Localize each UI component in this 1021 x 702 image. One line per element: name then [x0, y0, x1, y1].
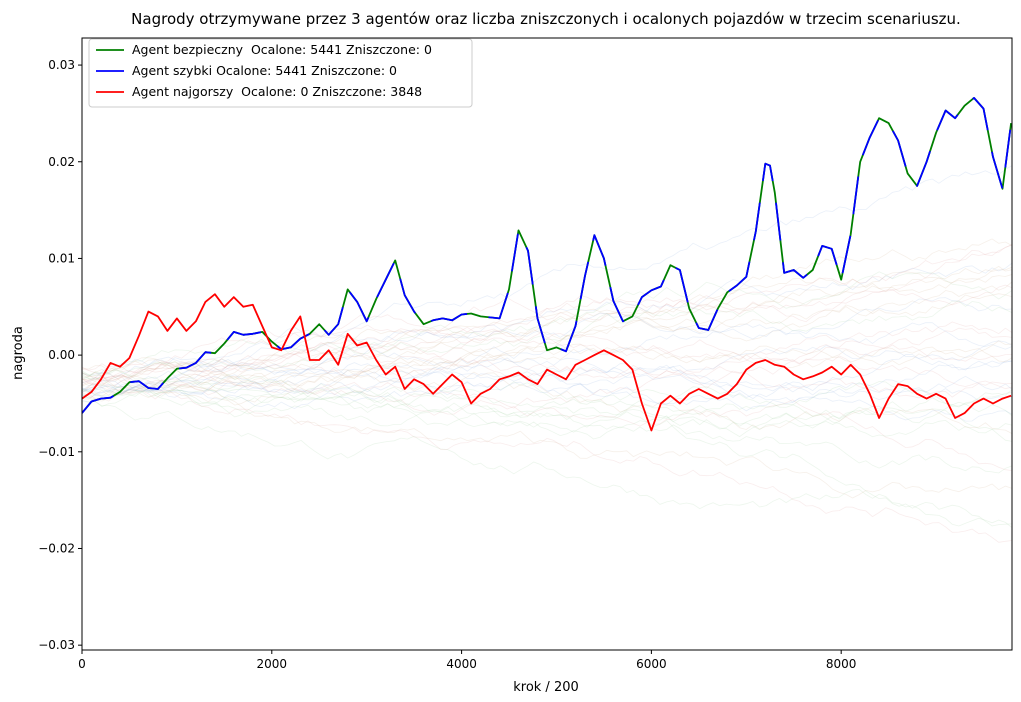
x-tick-label: 6000: [636, 657, 667, 671]
background-trace: [82, 354, 1012, 395]
series-line-3: [82, 293, 1012, 432]
background-trace: [82, 357, 1012, 394]
y-tick-label: 0.00: [48, 348, 75, 362]
background-trace: [82, 284, 1012, 371]
background-trace: [82, 379, 1012, 438]
x-tick-label: 0: [78, 657, 86, 671]
legend-label: Agent bezpieczny Ocalone: 5441 Zniszczon…: [132, 42, 432, 57]
x-axis-label: krok / 200: [513, 680, 579, 695]
background-trace: [82, 359, 1012, 399]
background-trace: [82, 373, 1012, 409]
legend-box: [88, 38, 473, 108]
y-tick-label: −0.02: [38, 541, 75, 555]
background-trace: [82, 384, 1012, 427]
series-line-2: [82, 97, 1012, 414]
chart-title: Nagrody otrzymywane przez 3 agentów oraz…: [131, 10, 961, 28]
axes: 0 2000 4000 6000 8000 −0.03 −0.02 −0.01 0.00 0.01…: [38, 37, 1013, 671]
legend: Agent bezpieczny Ocalone: 5441 Zniszczon…: [88, 38, 473, 108]
background-trace: [82, 361, 1012, 417]
y-axis-label: nagroda: [11, 326, 26, 380]
background-trace: [82, 401, 1012, 528]
background-trace: [82, 281, 1012, 400]
background-trace: [82, 300, 1012, 380]
y-tick-label: 0.01: [48, 251, 75, 265]
y-tick-label: 0.03: [48, 58, 75, 72]
background-trace: [82, 368, 1012, 438]
background-trace: [82, 332, 1012, 387]
background-trace: [82, 321, 1012, 383]
y-tick-label: 0.02: [48, 155, 75, 169]
y-tick-label: −0.01: [38, 445, 75, 459]
background-trace: [82, 265, 1012, 393]
legend-label: Agent najgorszy Ocalone: 0 Zniszczone: 3…: [132, 84, 422, 99]
background-trace: [82, 271, 1012, 377]
background-trace: [82, 374, 1012, 471]
background-trace: [82, 238, 1012, 406]
background-trace: [82, 340, 1012, 399]
legend-label: Agent szybki Ocalone: 5441 Zniszczone: 0: [132, 63, 397, 78]
background-trace: [82, 375, 1012, 543]
background-trace: [82, 244, 1012, 394]
background-trace: [82, 262, 1012, 403]
y-tick-label: −0.03: [38, 638, 75, 652]
background-trace: [82, 314, 1012, 379]
background-trace: [82, 266, 1012, 397]
background-trace: [82, 376, 1012, 527]
background-trace: [82, 274, 1012, 387]
background-trace: [82, 244, 1012, 386]
background-trace: [82, 297, 1012, 384]
background-trace: [82, 375, 1012, 499]
background-trace: [82, 383, 1012, 442]
series-lines: [82, 97, 1012, 432]
x-tick-label: 4000: [446, 657, 477, 671]
plot-frame: [81, 37, 1013, 651]
x-tick-label: 8000: [826, 657, 857, 671]
background-trace: [82, 165, 1012, 393]
background-trace: [82, 355, 1012, 409]
background-noise-traces: [82, 165, 1012, 543]
background-trace: [82, 357, 1012, 434]
background-trace: [82, 377, 1012, 422]
background-trace: [82, 345, 1012, 390]
background-trace: [82, 374, 1012, 474]
x-tick-label: 2000: [257, 657, 288, 671]
